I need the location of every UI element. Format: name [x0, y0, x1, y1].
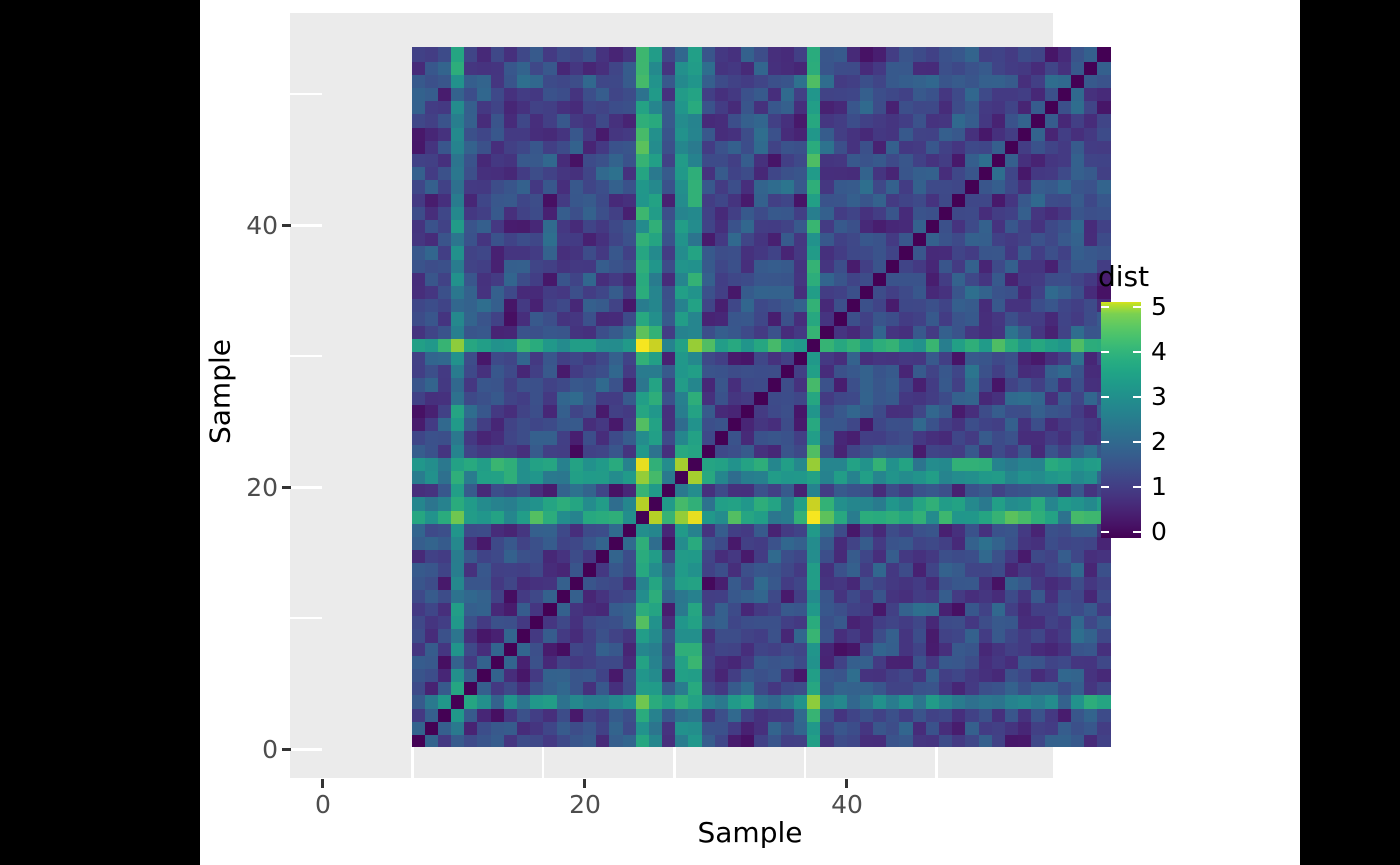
- gridline-x-40: [935, 747, 938, 778]
- legend-label-0: 0: [1151, 517, 1167, 546]
- gridline-y-10: [290, 617, 322, 619]
- legend-tick-4: [1101, 351, 1109, 353]
- legend-label-4: 4: [1151, 337, 1167, 366]
- legend-label-3: 3: [1151, 382, 1167, 411]
- plot-panel: [290, 13, 1111, 778]
- heatmap-tiles: [412, 47, 1111, 747]
- gridline-y-30: [290, 355, 322, 357]
- gridline-x-30: [804, 747, 806, 778]
- gridline-y-50: [290, 93, 322, 95]
- x-tick-label-20: 20: [569, 790, 601, 819]
- legend-tick-0-right: [1133, 531, 1141, 533]
- legend-colorbar: [1101, 302, 1141, 538]
- x-tick-label-0: 0: [315, 790, 331, 819]
- x-axis-title: Sample: [697, 816, 803, 849]
- legend-tick-4-right: [1133, 351, 1141, 353]
- y-tick-label-20: 20: [246, 473, 278, 502]
- x-tick-mark-40: [845, 779, 848, 788]
- y-tick-mark-20: [282, 486, 291, 489]
- y-tick-label-40: 40: [246, 211, 278, 240]
- y-axis-title-text: Sample: [203, 339, 237, 444]
- x-tick-mark-0: [321, 779, 324, 788]
- gridline-x-50: [1066, 747, 1068, 778]
- gridline-x-0: [411, 747, 414, 778]
- gridline-y-0: [290, 748, 322, 751]
- plot-figure: 40 20 0 Sample 0 20 40 Sample dist 5 4: [200, 0, 1300, 865]
- y-tick-mark-40: [282, 224, 291, 227]
- heatmap-plot-area: [412, 47, 1111, 747]
- legend-tick-0: [1101, 531, 1109, 533]
- y-tick-label-0: 0: [262, 735, 278, 764]
- legend-tick-5-right: [1133, 306, 1141, 308]
- legend-tick-1: [1101, 486, 1109, 488]
- legend-title: dist: [1098, 260, 1150, 293]
- y-tick-mark-0: [282, 748, 291, 751]
- legend-tick-3-right: [1133, 396, 1141, 398]
- legend-tick-1-right: [1133, 486, 1141, 488]
- legend-label-1: 1: [1151, 472, 1167, 501]
- legend-tick-2-right: [1133, 441, 1141, 443]
- gridline-y-40: [290, 224, 322, 227]
- legend-tick-2: [1101, 441, 1109, 443]
- gridline-x-20: [673, 747, 676, 778]
- gridline-x-10: [542, 747, 544, 778]
- legend-tick-3: [1101, 396, 1109, 398]
- x-tick-label-40: 40: [831, 790, 863, 819]
- legend-tick-5: [1101, 306, 1109, 308]
- legend-label-5: 5: [1151, 292, 1167, 321]
- legend-label-2: 2: [1151, 427, 1167, 456]
- legend: dist 5 4 3 2 1 0: [1085, 255, 1245, 555]
- x-tick-mark-20: [583, 779, 586, 788]
- gridline-y-20: [290, 486, 322, 489]
